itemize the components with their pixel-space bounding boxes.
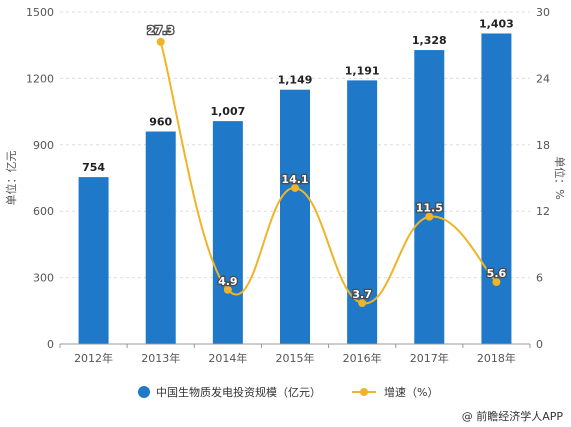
y-tick-label: 900 xyxy=(33,139,54,152)
bar xyxy=(212,121,243,344)
growth-value-label: 3.7 xyxy=(352,288,372,301)
growth-value-label: 14.1 xyxy=(281,173,308,186)
growth-line xyxy=(159,41,498,305)
growth-point xyxy=(223,285,232,294)
y-tick-label: 1500 xyxy=(26,6,54,19)
bar xyxy=(481,33,512,345)
growth-point xyxy=(492,278,501,287)
x-tick-label: 2016年 xyxy=(343,351,382,365)
bar-value-label: 1,149 xyxy=(278,74,313,87)
y-axis-title: 单位：亿元 xyxy=(4,151,18,206)
x-tick-label: 2013年 xyxy=(141,351,180,365)
y2-tick-label: 0 xyxy=(536,338,543,351)
x-tick-label: 2014年 xyxy=(208,351,247,365)
y-tick-label: 0 xyxy=(47,338,54,351)
bar-value-label: 1,403 xyxy=(479,17,514,30)
y2-tick-label: 6 xyxy=(536,272,543,285)
bar-value-label: 1,328 xyxy=(412,34,447,47)
growth-point xyxy=(156,37,165,46)
growth-value-label: 4.9 xyxy=(218,275,238,288)
legend-line-label: 增速（%） xyxy=(384,385,438,399)
bar-value-label: 1,007 xyxy=(210,105,245,118)
y-tick-label: 300 xyxy=(33,272,54,285)
growth-line-layer xyxy=(156,37,501,308)
growth-value-label: 11.5 xyxy=(416,202,443,215)
growth-point xyxy=(291,183,299,192)
growth-value-label: 27.3 xyxy=(147,24,174,37)
bars xyxy=(78,33,512,345)
x-tick-label: 2015年 xyxy=(276,351,315,365)
bar xyxy=(145,131,176,344)
x-tick-label: 2018年 xyxy=(477,351,516,365)
legend: 中国生物质发电投资规模（亿元） 增速（%） xyxy=(138,385,438,399)
bar xyxy=(414,50,445,344)
y-tick-label: 1200 xyxy=(26,72,54,85)
growth-point xyxy=(358,299,367,308)
bar xyxy=(280,89,310,344)
y2-tick-label: 30 xyxy=(536,6,550,19)
y-tick-label: 600 xyxy=(33,205,54,218)
x-tick-label: 2012年 xyxy=(74,351,113,365)
bar xyxy=(78,177,109,344)
growth-value-label: 5.6 xyxy=(487,267,507,280)
y2-tick-label: 18 xyxy=(536,139,550,152)
data-labels: 754 960 1,007 1,149 1,191 1,328 1,403 27.3 4.9 14… xyxy=(82,17,514,302)
source-credit: @ 前瞻经济学人APP xyxy=(462,409,564,423)
x-tick-label: 2017年 xyxy=(410,351,449,365)
bar-value-label: 960 xyxy=(149,116,172,129)
bar-value-label: 1,191 xyxy=(345,64,380,77)
bar-value-label: 754 xyxy=(82,161,105,174)
axes: 0 300 600 900 1200 1500 0 6 12 18 24 30 2012年 2013年 20… xyxy=(4,6,567,365)
y2-tick-label: 24 xyxy=(536,72,550,85)
growth-point xyxy=(425,212,434,221)
legend-bar-label: 中国生物质发电投资规模（亿元） xyxy=(156,385,321,399)
y2-tick-label: 12 xyxy=(536,205,550,218)
y2-axis-title: 单位：% xyxy=(553,156,567,199)
legend-bar-marker xyxy=(138,386,150,398)
legend-line-dot xyxy=(360,388,368,396)
